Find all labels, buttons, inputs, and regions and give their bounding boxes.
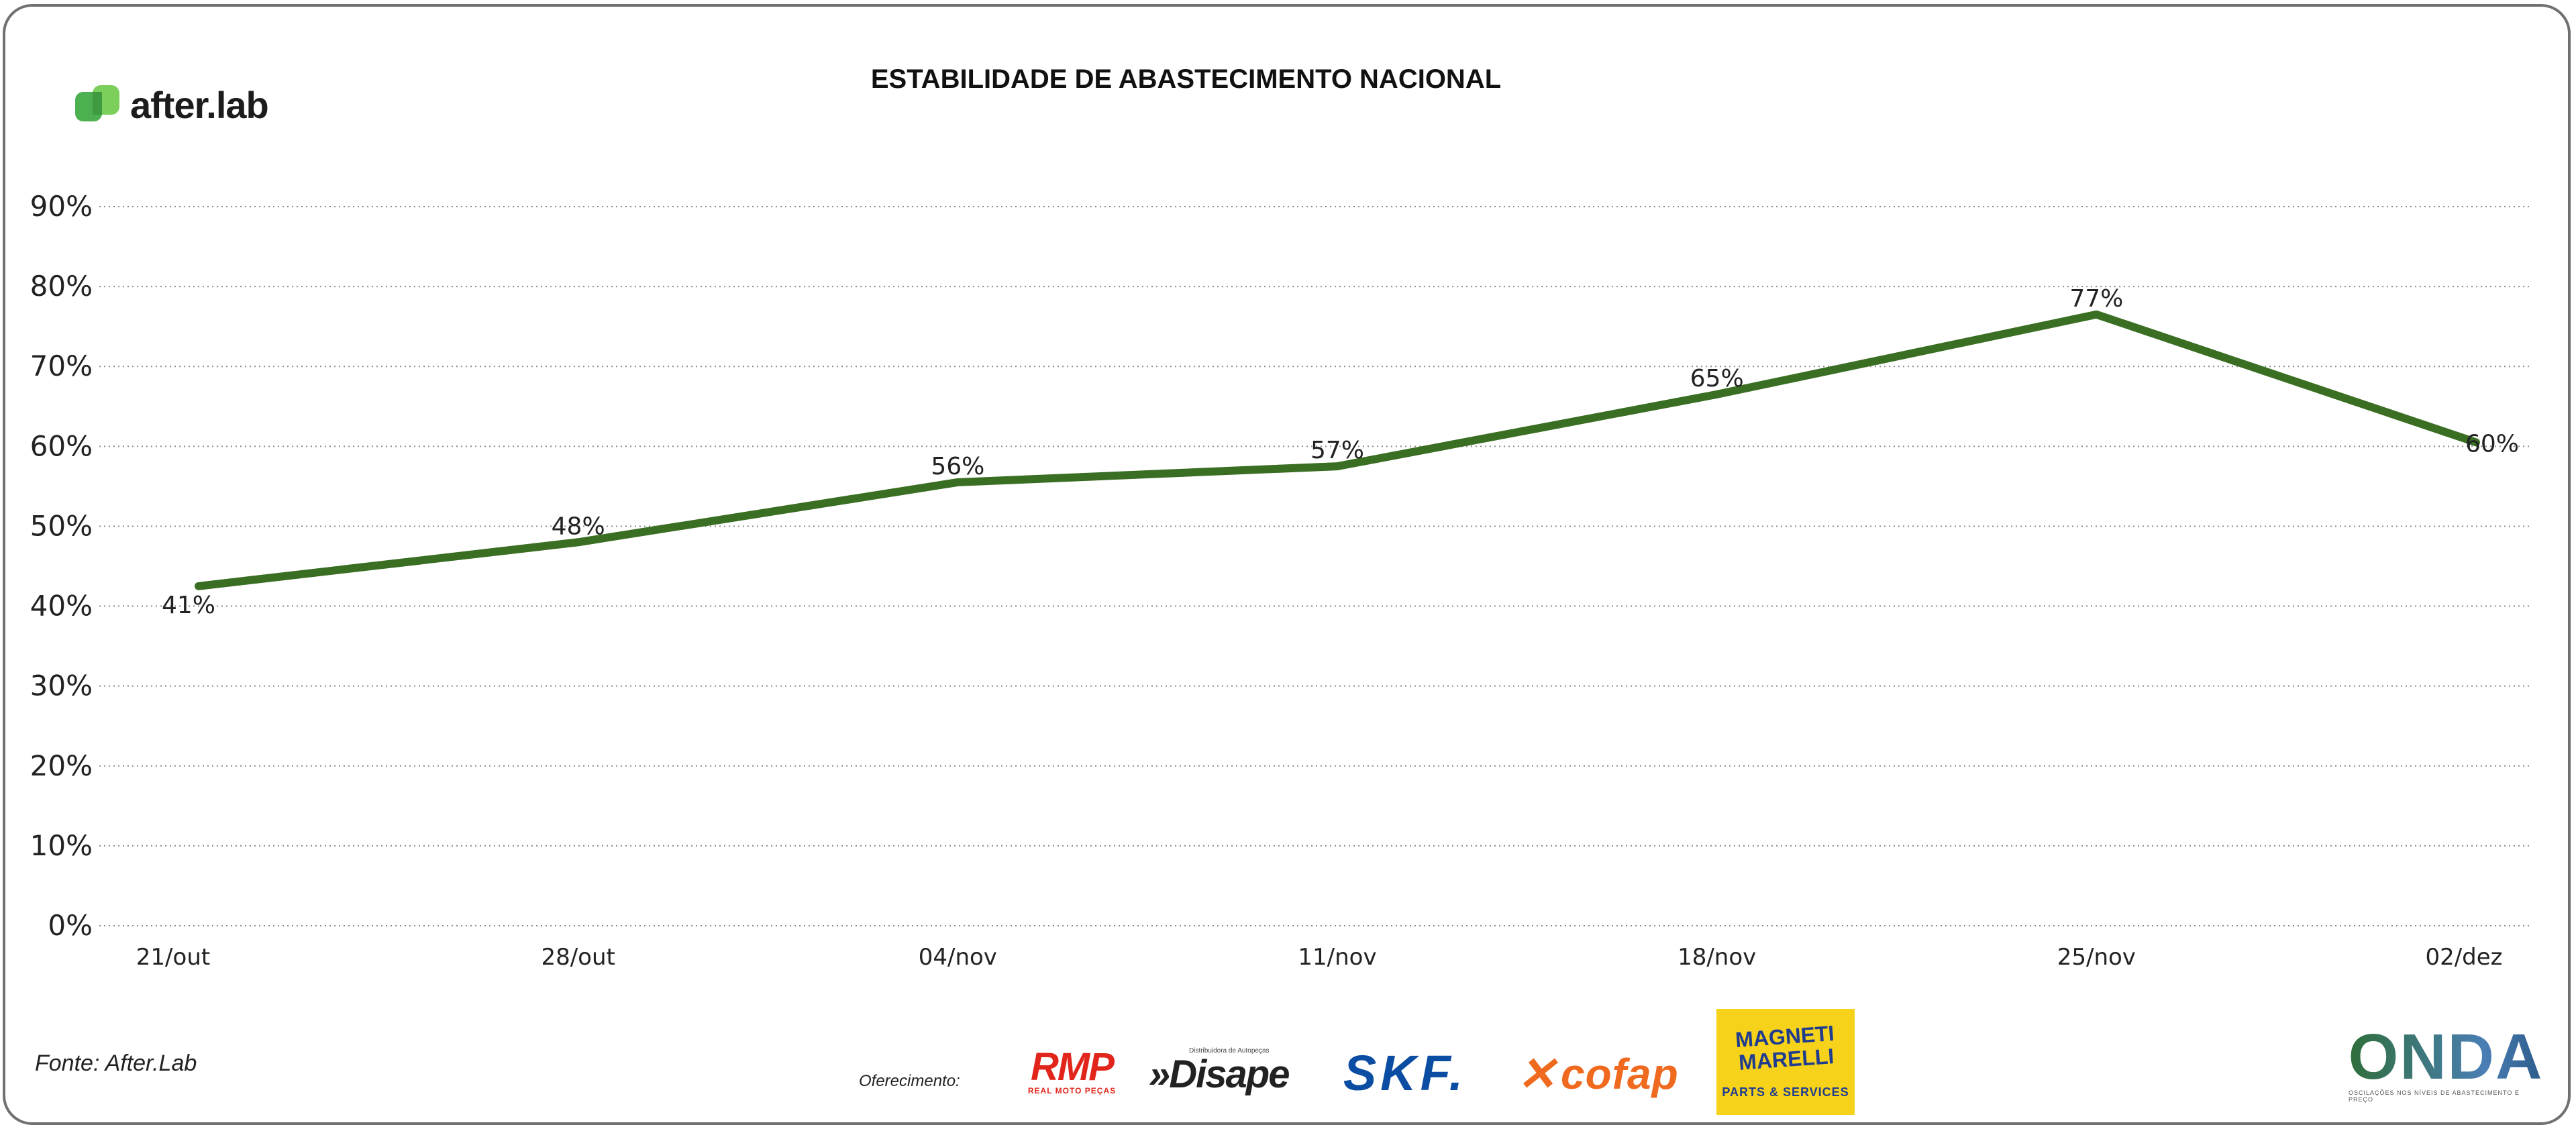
onda-logo-text: ONDA [2348, 1021, 2544, 1093]
disape-logo-tagline: Distribuidora de Autopeças [1189, 1046, 1270, 1055]
data-point [2094, 312, 2099, 317]
y-tick-label: 90% [30, 190, 93, 223]
sponsor-disape-logo: Distribuidora de Autopeças »Disape [1149, 1044, 1303, 1097]
y-tick-label: 10% [30, 829, 93, 862]
rmp-logo-subtext: REAL MOTO PEÇAS [1027, 1086, 1117, 1095]
x-tick-label: 02/dez [2425, 944, 2502, 971]
y-tick-label: 50% [30, 509, 93, 542]
data-label: 41% [162, 592, 215, 619]
y-tick-label: 0% [48, 909, 93, 942]
y-tick-label: 80% [30, 270, 93, 303]
chart-frame [3, 4, 2571, 1125]
chart-title-text: ESTABILIDADE DE ABASTECIMENTO NACIONAL [870, 64, 1502, 94]
data-point [1335, 464, 1339, 469]
onda-logo-subtext: OSCILAÇÕES NOS NÍVEIS DE ABASTECIMENTO E… [2349, 1089, 2520, 1103]
source-note: Fonte: After.Lab [35, 1051, 197, 1076]
onda-logo: ONDA OSCILAÇÕES NOS NÍVEIS DE ABASTECIME… [2349, 1022, 2543, 1106]
data-point [2474, 440, 2478, 445]
data-point [956, 480, 960, 484]
offer-label: Oferecimento: [859, 1072, 960, 1090]
magneti-logo-subtext: PARTS & SERVICES [1722, 1085, 1849, 1099]
chart-title: ESTABILIDADE DE ABASTECIMENTO NACIONAL [0, 64, 2576, 95]
cofap-logo-text: cofap [1560, 1050, 1679, 1098]
data-label: 77% [2069, 285, 2123, 313]
x-tick-label: 18/nov [1678, 944, 1756, 971]
data-label: 48% [552, 513, 605, 540]
rmp-logo-text: RMP [1031, 1045, 1115, 1089]
disape-logo-text: »Disape [1149, 1052, 1290, 1096]
cofap-logo-icon: ✕ [1516, 1048, 1557, 1100]
data-point [576, 540, 580, 545]
x-tick-label: 04/nov [919, 944, 997, 971]
sponsor-magneti-marelli-logo: MAGNETI MARELLI PARTS & SERVICES [1716, 1009, 1855, 1115]
data-label: 56% [931, 453, 984, 480]
brand-name: after.lab [130, 84, 269, 126]
after-lab-logo-icon [75, 85, 122, 125]
y-tick-label: 40% [30, 590, 93, 623]
y-tick-label: 20% [30, 749, 93, 782]
data-label: 65% [1690, 365, 1744, 392]
brand-logo: after.lab [75, 83, 269, 127]
x-tick-label: 21/out [136, 944, 210, 971]
data-label: 57% [1310, 437, 1364, 464]
sponsor-rmp-logo: RMP REAL MOTO PEÇAS [1013, 1046, 1131, 1097]
x-tick-label: 28/out [541, 944, 615, 971]
y-tick-label: 60% [30, 429, 93, 462]
x-tick-label: 11/nov [1298, 944, 1376, 971]
y-tick-label: 30% [30, 669, 93, 702]
data-label: 60% [2465, 430, 2519, 458]
sponsor-cofap-logo: ✕ cofap [1500, 1048, 1695, 1100]
data-point [197, 584, 201, 588]
magneti-logo-text: MAGNETI MARELLI [1734, 1020, 1835, 1075]
sponsor-skf-logo: SKF. [1343, 1044, 1467, 1101]
x-tick-label: 25/nov [2057, 944, 2136, 971]
data-point [1714, 392, 1719, 396]
y-tick-label: 70% [30, 350, 93, 382]
